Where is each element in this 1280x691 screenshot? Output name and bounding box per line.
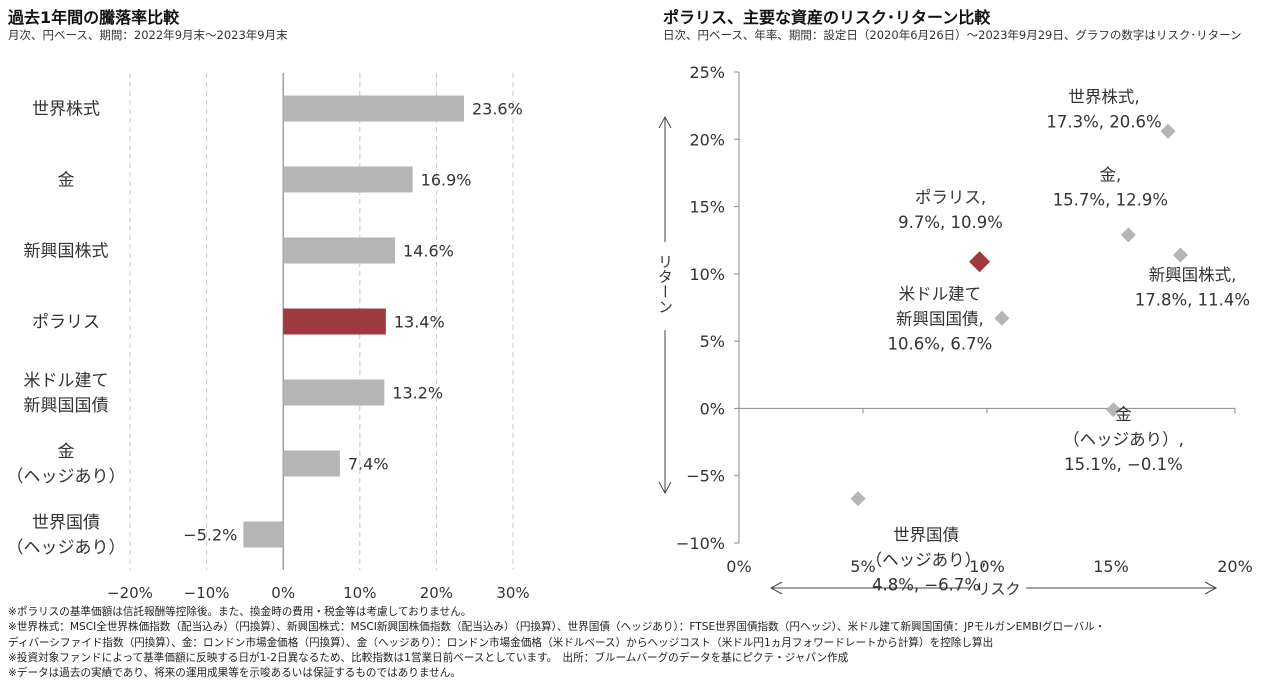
y-axis-arrowhead-top (658, 115, 672, 129)
point-label: 17.3%, 20.6% (1046, 113, 1161, 132)
data-label: 13.4% (394, 313, 445, 332)
x-tick-label: 5% (850, 557, 875, 576)
point-label: （ヘッジあり）, (866, 551, 987, 570)
bar (243, 521, 284, 548)
x-tick-label: 10% (343, 584, 376, 600)
y-tick-label: 0% (700, 399, 725, 418)
x-axis-arrowhead-right (1204, 581, 1218, 595)
category-label: 米ドル建て (24, 371, 109, 391)
y-axis-label: リターン (656, 254, 674, 314)
data-label: 7.4% (348, 455, 389, 474)
footnote: ※世界株式：MSCI全世界株価指数（配当込み）（円換算）、新興国株式：MSCI新… (8, 621, 1106, 634)
bar (283, 95, 464, 122)
footnote: ディバーシファイド指数（円換算）、金：ロンドン市場金価格（円換算）、金（ヘッジあ… (8, 636, 994, 649)
category-label: 新興国国債 (24, 396, 109, 416)
point-label: （ヘッジあり）, (1063, 430, 1184, 449)
x-tick-label: 0% (271, 584, 295, 600)
point-label: 金 (1115, 405, 1132, 424)
scatter-point (1120, 227, 1136, 243)
bar-chart: −20% −10% 0% 10% 20% 30% 23.6% 世界株式 16.9% 金 14.6% 新… (7, 73, 530, 600)
point-label: 新興国株式, (1149, 266, 1237, 285)
category-label: （ヘッジあり） (7, 467, 126, 487)
category-label: （ヘッジあり） (7, 538, 126, 558)
x-tick-label: −10% (184, 584, 230, 600)
scatter-point (994, 310, 1010, 326)
scatter-point (1160, 123, 1176, 139)
x-tick-label: 20% (420, 584, 453, 600)
x-axis-label: リスク (975, 580, 1020, 598)
footnote: ※ポラリスの基準価額は信託報酬等控除後。また、換金時の費用・税金等は考慮しており… (8, 606, 472, 618)
x-tick-label: 0% (726, 557, 751, 576)
scatter-point (1172, 247, 1188, 263)
x-tick-label: −20% (107, 584, 153, 600)
y-tick-label: −10% (676, 534, 725, 553)
footnote: ※データは過去の実績であり、将来の運用成果等を示唆あるいは保証するものではありま… (8, 667, 461, 680)
data-label: 13.2% (392, 384, 443, 403)
point-label: 17.8%, 11.4% (1135, 291, 1250, 310)
scatter-point (969, 251, 991, 273)
y-tick-label: 25% (689, 63, 725, 82)
data-label: 16.9% (421, 171, 472, 190)
point-label: 金, (1099, 165, 1121, 184)
category-label: 世界国債 (32, 513, 100, 533)
bar (283, 166, 413, 193)
point-label: 米ドル建て (899, 284, 982, 303)
bar (283, 450, 340, 477)
point-label: 15.1%, −0.1% (1064, 455, 1183, 474)
scatter-chart: −10% −5% 0% 5% 10% 15% 20% 25% 0% 5% 10% 15% 20% リスク リ… (656, 63, 1253, 598)
category-label: 金 (58, 171, 75, 191)
x-tick-label: 30% (496, 584, 529, 600)
x-axis-arrowhead-left (769, 581, 783, 595)
point-label: 9.7%, 10.9% (898, 213, 1003, 232)
y-tick-label: 10% (689, 265, 725, 284)
scatter-chart-title: ポラリス、主要な資産のリスク･リターン比較 (663, 8, 991, 27)
data-label: −5.2% (183, 526, 237, 545)
scatter-chart-subtitle: 日次、円ベース、年率、期間：設定日（2020年6月26日）～2023年9月29日… (663, 28, 1242, 42)
point-label: 新興国国債, (896, 309, 984, 328)
bar-chart-subtitle: 月次、円ベース、期間：2022年9月末～2023年9月末 (8, 28, 288, 42)
bar (283, 379, 385, 406)
y-tick-label: −5% (686, 467, 725, 486)
data-label: 14.6% (403, 242, 454, 261)
category-label: 世界株式 (32, 100, 100, 120)
bar (283, 308, 386, 335)
point-label: 10.6%, 6.7% (887, 334, 992, 353)
data-label: 23.6% (472, 100, 523, 119)
category-label: 新興国株式 (24, 242, 109, 262)
y-axis-arrowhead-bottom (658, 481, 672, 495)
category-label: ポラリス (32, 313, 100, 333)
bar (283, 237, 396, 264)
y-tick-label: 15% (689, 198, 725, 217)
y-tick-label: 5% (700, 332, 725, 351)
x-tick-label: 15% (1093, 557, 1129, 576)
x-tick-label: 20% (1217, 557, 1253, 576)
x-tick-label: 10% (969, 557, 1005, 576)
point-label: 4.8%, −6.7% (872, 576, 980, 595)
y-tick-label: 20% (689, 130, 725, 149)
category-label: 金 (58, 442, 75, 462)
scatter-point (1105, 402, 1121, 418)
point-label: 世界株式, (1068, 88, 1139, 107)
point-label: ポラリス, (915, 188, 986, 207)
footnote: ※投資対象ファンドによって基準価額に反映する日が1-2日異なるため、比較指数は1… (8, 651, 849, 664)
footnotes: ※ポラリスの基準価額は信託報酬等控除後。また、換金時の費用・税金等は考慮しており… (8, 605, 1273, 681)
bar-chart-title: 過去1年間の騰落率比較 (8, 8, 180, 27)
scatter-point (850, 491, 866, 507)
point-label: 15.7%, 12.9% (1053, 190, 1168, 209)
point-label: 世界国債 (893, 526, 959, 545)
